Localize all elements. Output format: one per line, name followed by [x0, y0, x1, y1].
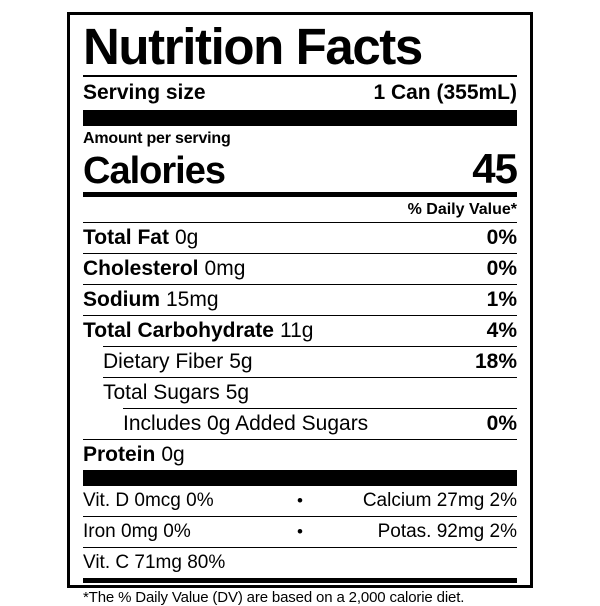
nutrient-daily-value: 18%: [474, 349, 517, 373]
nutrient-amount: 0g: [174, 225, 199, 249]
calories-value: 45: [472, 144, 518, 192]
amount-per-serving-label: Amount per serving: [83, 129, 231, 147]
nutrient-amount: 15mg: [166, 287, 219, 311]
serving-size-row: Serving size 1 Can (355mL): [83, 77, 517, 110]
nutrient-name: Includes 0g Added Sugars: [123, 411, 369, 435]
calories-row: Calories 45: [83, 144, 518, 192]
nutrient-amount: 0g: [161, 442, 185, 466]
nutrient-daily-value: 1%: [486, 287, 517, 311]
divider-row: [83, 546, 517, 548]
nutrient-daily-value: 0%: [486, 411, 517, 435]
nutrient-name: Dietary Fiber: [103, 349, 224, 373]
bullet-icon: •: [297, 490, 303, 510]
nutrient-row-sodium: Sodium 15mg 1%: [83, 285, 517, 315]
nutrient-row-total-sugars: Total Sugars 5g: [83, 378, 517, 408]
divider-row: [103, 376, 517, 378]
divider-row: [83, 438, 517, 440]
nutrient-row-protein: Protein 0g: [83, 440, 517, 470]
divider-row: [83, 252, 517, 254]
vitamin-left-value: Vit. C 71mg 80%: [83, 551, 226, 573]
divider-under-title: [83, 74, 517, 77]
page-title: Nutrition Facts: [83, 18, 423, 75]
nutrient-row-added-sugars: Includes 0g Added Sugars 0%: [83, 409, 517, 439]
nutrient-daily-value: 0%: [486, 256, 517, 280]
divider-row: [83, 283, 517, 285]
divider-under-dv-header: [83, 221, 517, 223]
nutrient-row-cholesterol: Cholesterol 0mg 0%: [83, 254, 517, 284]
divider-thick-bottom: [83, 469, 517, 486]
nutrition-facts-label: Nutrition Facts Serving size 1 Can (355m…: [67, 12, 533, 606]
nutrient-daily-value: 0%: [486, 225, 517, 249]
nutrient-amount: 5g: [225, 380, 250, 404]
vitamin-row-3: Vit. C 71mg 80%: [83, 548, 517, 578]
divider-thick-top: [83, 109, 517, 126]
vitamin-row-2: Iron 0mg 0% • Potas. 92mg 2%: [83, 517, 517, 547]
nutrient-name: Cholesterol: [83, 256, 199, 280]
vitamin-left-value: Vit. D 0mcg 0%: [83, 489, 214, 511]
nutrient-name: Total Sugars: [103, 380, 220, 404]
daily-value-footnote: *The % Daily Value (DV) are based on a 2…: [83, 588, 465, 606]
divider-above-footnote: [83, 577, 517, 583]
serving-size-value: 1 Can (355mL): [373, 80, 517, 104]
divider-row: [123, 407, 517, 409]
calories-label: Calories: [83, 149, 226, 192]
vitamin-right-value: Calcium 27mg 2%: [362, 489, 517, 511]
nutrient-amount: 0mg: [204, 256, 246, 280]
nutrient-row-total-carbohydrate: Total Carbohydrate 11g 4%: [83, 316, 517, 346]
serving-size-label: Serving size: [83, 80, 206, 104]
daily-value-header: % Daily Value*: [407, 200, 517, 218]
divider-under-calories: [83, 191, 517, 197]
bullet-icon: •: [297, 521, 303, 541]
nutrient-daily-value: 4%: [486, 318, 517, 342]
nutrient-name: Sodium: [83, 287, 160, 311]
divider-row: [83, 314, 517, 316]
nutrient-name: Total Fat: [83, 225, 169, 249]
nutrient-row-total-fat: Total Fat 0g 0%: [83, 223, 517, 253]
nutrient-amount: 5g: [229, 349, 253, 373]
nutrient-name: Protein: [83, 442, 156, 466]
nutrient-name: Total Carbohydrate: [83, 318, 274, 342]
vitamin-right-value: Potas. 92mg 2%: [377, 520, 517, 542]
vitamin-left-value: Iron 0mg 0%: [83, 520, 191, 542]
nutrient-row-dietary-fiber: Dietary Fiber 5g 18%: [83, 347, 517, 377]
vitamin-row-1: Vit. D 0mcg 0% • Calcium 27mg 2%: [83, 486, 517, 516]
nutrient-amount: 11g: [279, 318, 314, 342]
divider-row: [83, 515, 517, 517]
divider-row: [103, 345, 517, 347]
